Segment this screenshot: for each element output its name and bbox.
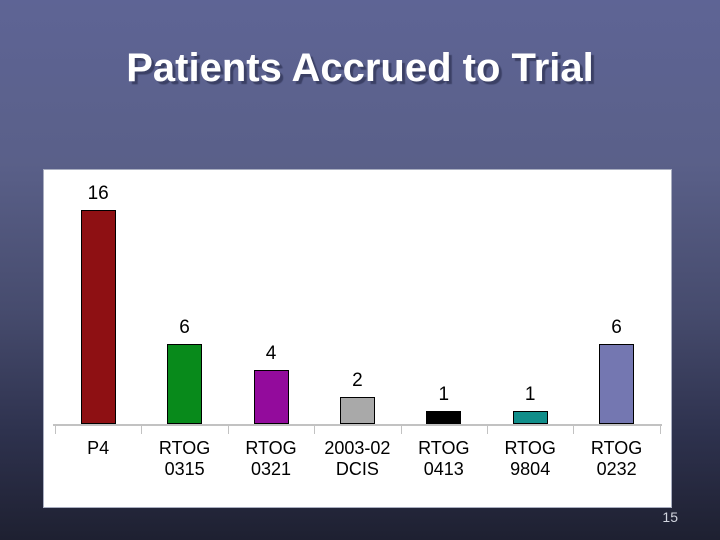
category-label-line: 0315 xyxy=(164,459,205,479)
category-label: 2003-02 DCIS xyxy=(309,438,405,480)
bar xyxy=(426,410,462,424)
bar xyxy=(80,209,116,424)
axis-tick xyxy=(55,426,56,434)
bar xyxy=(599,343,635,424)
axis-tick xyxy=(487,426,488,434)
slide-title: Patients Accrued to Trial xyxy=(126,46,594,90)
value-label: 1 xyxy=(438,383,450,405)
category-label: RTOG 0232 xyxy=(569,438,665,480)
value-label: 2 xyxy=(352,370,363,392)
category-label-line: P4 xyxy=(87,438,110,458)
bar xyxy=(512,410,548,424)
category-label-line: 0321 xyxy=(250,459,292,479)
category-label: P4 xyxy=(50,438,146,459)
category-label: RTOG 0321 xyxy=(223,438,319,480)
axis-tick xyxy=(400,426,402,434)
category-label-line: 0232 xyxy=(596,459,637,479)
value-label: 4 xyxy=(265,343,277,365)
category-label: RTOG 9804 xyxy=(482,438,578,480)
axis-tick xyxy=(573,426,575,434)
axis-tick xyxy=(659,426,661,434)
category-label-line: RTOG xyxy=(158,438,211,458)
category-label-line: DCIS xyxy=(335,459,379,479)
category-label-line: RTOG xyxy=(590,438,643,458)
category-label-line: 2003-02 xyxy=(324,438,391,458)
x-axis-line xyxy=(53,424,662,426)
category-label-line: RTOG xyxy=(418,438,470,458)
plot-area: 16 P4 6 RTOG 0315 4 RTOG 0321 2 2003-02 DCIS 1 RTOG 0… xyxy=(44,170,671,507)
axis-tick xyxy=(314,426,316,434)
category-label-line: 9804 xyxy=(510,459,551,479)
axis-tick xyxy=(141,426,143,434)
page-number: 15 xyxy=(662,509,678,525)
bar xyxy=(253,370,289,424)
value-label: 6 xyxy=(179,316,190,338)
bar xyxy=(167,343,203,424)
category-label: RTOG 0315 xyxy=(137,438,233,480)
category-label-line: 0413 xyxy=(423,459,464,479)
value-label: 16 xyxy=(87,182,109,204)
category-label-line: RTOG xyxy=(504,438,556,458)
category-label-line: RTOG xyxy=(245,438,297,458)
chart-panel: 16 P4 6 RTOG 0315 4 RTOG 0321 2 2003-02 DCIS 1 RTOG 0… xyxy=(43,169,672,508)
value-label: 6 xyxy=(611,316,622,338)
bar xyxy=(339,397,375,424)
value-label: 1 xyxy=(524,383,536,405)
category-label: RTOG 0413 xyxy=(396,438,492,480)
axis-tick xyxy=(227,426,229,434)
